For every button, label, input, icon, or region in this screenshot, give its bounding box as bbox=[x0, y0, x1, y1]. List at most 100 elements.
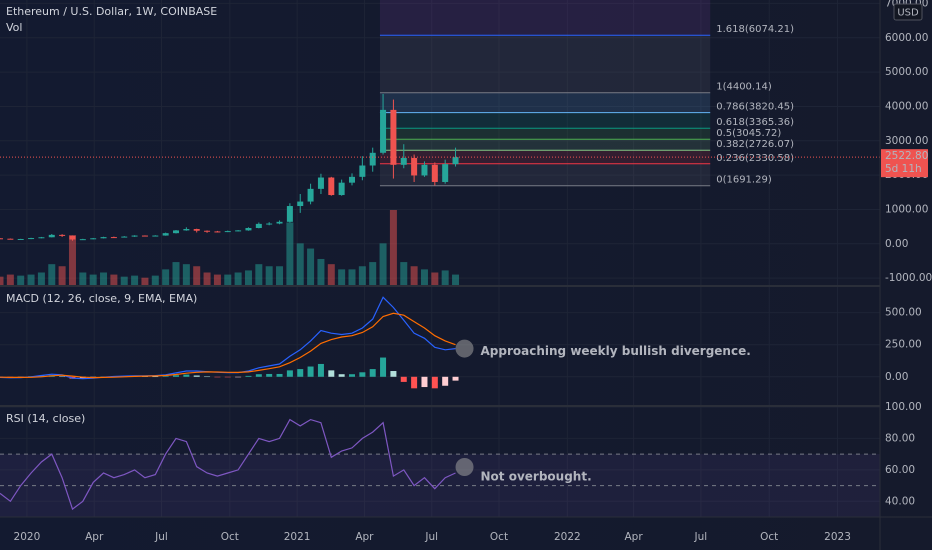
histogram-bar bbox=[411, 376, 418, 389]
currency-label[interactable]: USD bbox=[897, 8, 919, 19]
candle-body bbox=[204, 230, 211, 232]
y-tick-label: 1000.00 bbox=[885, 203, 928, 215]
histogram-bar bbox=[59, 376, 66, 377]
volume-bar bbox=[151, 275, 159, 285]
candle-body bbox=[431, 164, 438, 182]
candle-body bbox=[297, 201, 304, 207]
candle-body bbox=[48, 234, 55, 238]
annotation-marker bbox=[455, 458, 474, 476]
volume-bar bbox=[79, 272, 87, 285]
x-tick-label: Oct bbox=[221, 531, 239, 543]
histogram-bar bbox=[380, 357, 387, 377]
volume-bar bbox=[348, 269, 356, 285]
candle-body bbox=[90, 238, 97, 240]
volume-bar bbox=[317, 258, 325, 285]
histogram-bar bbox=[442, 376, 449, 386]
volume-bar bbox=[255, 264, 263, 285]
volume-bar bbox=[141, 277, 149, 285]
candle-body bbox=[369, 152, 376, 166]
currency-button[interactable] bbox=[893, 3, 923, 21]
candle-body bbox=[28, 238, 35, 240]
histogram-bar bbox=[152, 376, 159, 378]
volume-bar bbox=[358, 266, 366, 285]
volume-bar bbox=[58, 266, 66, 285]
annotation: Approaching weekly bullish divergence. bbox=[481, 344, 751, 358]
plot-area: 1.618(6074.21) 1(4400.14) 0.786(3820.45) 0.… bbox=[0, 0, 880, 517]
candle-body bbox=[173, 230, 179, 234]
y-tick-label: -1000.00 bbox=[885, 272, 932, 284]
histogram-bar bbox=[400, 376, 407, 382]
volume-bar bbox=[276, 266, 284, 285]
candle-body bbox=[17, 238, 24, 240]
candle-body bbox=[276, 221, 283, 224]
histogram-bar bbox=[245, 375, 252, 377]
candle-body bbox=[69, 235, 76, 240]
histogram-bar bbox=[359, 372, 366, 377]
y-tick-label: 0.00 bbox=[885, 238, 908, 250]
candle-body bbox=[224, 231, 231, 233]
histogram-bar bbox=[328, 370, 335, 377]
rsi-title: RSI (14, close) bbox=[6, 412, 85, 425]
candle-body bbox=[214, 231, 221, 233]
histogram-bar bbox=[338, 374, 345, 377]
histogram-bar bbox=[307, 366, 314, 377]
candle-body bbox=[0, 238, 3, 240]
volume-bar bbox=[110, 274, 118, 285]
volume-bar bbox=[182, 264, 190, 285]
volume-bar bbox=[338, 269, 346, 285]
volume-bar bbox=[172, 262, 180, 285]
volume-label: Vol bbox=[6, 21, 22, 34]
candle-body bbox=[286, 206, 293, 222]
volume-bar bbox=[48, 264, 56, 285]
volume-bar bbox=[244, 270, 252, 285]
candle-body bbox=[266, 223, 273, 225]
candle-body bbox=[349, 176, 355, 183]
last-price-label: 2522.80 bbox=[885, 150, 928, 162]
histogram-bar bbox=[431, 376, 438, 389]
candle-body bbox=[38, 237, 45, 239]
histogram-bar bbox=[162, 376, 169, 377]
candle-body bbox=[7, 238, 14, 240]
candle-body bbox=[359, 165, 366, 177]
histogram-bar bbox=[183, 374, 190, 377]
histogram-bar bbox=[173, 375, 179, 377]
volume-bar bbox=[296, 243, 304, 285]
fib-zone bbox=[379, 139, 711, 151]
candle-body bbox=[421, 164, 428, 176]
candle-body bbox=[162, 233, 169, 236]
macd-line bbox=[0, 312, 456, 379]
candle-body bbox=[442, 164, 449, 182]
volume-bar bbox=[389, 210, 397, 285]
x-tick-label: Jul bbox=[424, 531, 438, 543]
candle-body bbox=[317, 177, 324, 189]
volume-bar bbox=[431, 272, 439, 285]
axes: 2020 Apr Jul Oct 2021 Apr Jul Oct 2022 Apr Jul Oct 2… bbox=[14, 0, 932, 543]
volume-bar bbox=[327, 264, 335, 285]
candle-body bbox=[121, 236, 128, 238]
volume-bar bbox=[307, 248, 315, 285]
volume-bar bbox=[369, 262, 377, 285]
y-tick-label: 60.00 bbox=[885, 464, 915, 476]
volume-bar bbox=[410, 266, 418, 285]
volume-bar bbox=[100, 272, 108, 285]
candle-body bbox=[110, 237, 117, 239]
volume-bar bbox=[193, 266, 201, 285]
volume-bar bbox=[400, 262, 408, 285]
x-tick-label: Oct bbox=[490, 531, 508, 543]
candle-body bbox=[380, 109, 387, 153]
volume-bar bbox=[420, 269, 428, 285]
candle-body bbox=[59, 234, 66, 236]
fib-zone bbox=[379, 112, 711, 129]
histogram-bar bbox=[297, 369, 304, 377]
fib-zone bbox=[379, 128, 711, 140]
candle-body bbox=[152, 235, 159, 237]
histogram-bar bbox=[286, 370, 293, 377]
volume-bar bbox=[203, 272, 211, 285]
y-tick-label: 5000.00 bbox=[885, 66, 928, 78]
volume-bar bbox=[27, 274, 35, 285]
annotation-marker bbox=[455, 339, 474, 358]
volume-bar bbox=[265, 266, 273, 285]
histogram-bar bbox=[390, 371, 397, 377]
volume-bar bbox=[0, 276, 4, 285]
